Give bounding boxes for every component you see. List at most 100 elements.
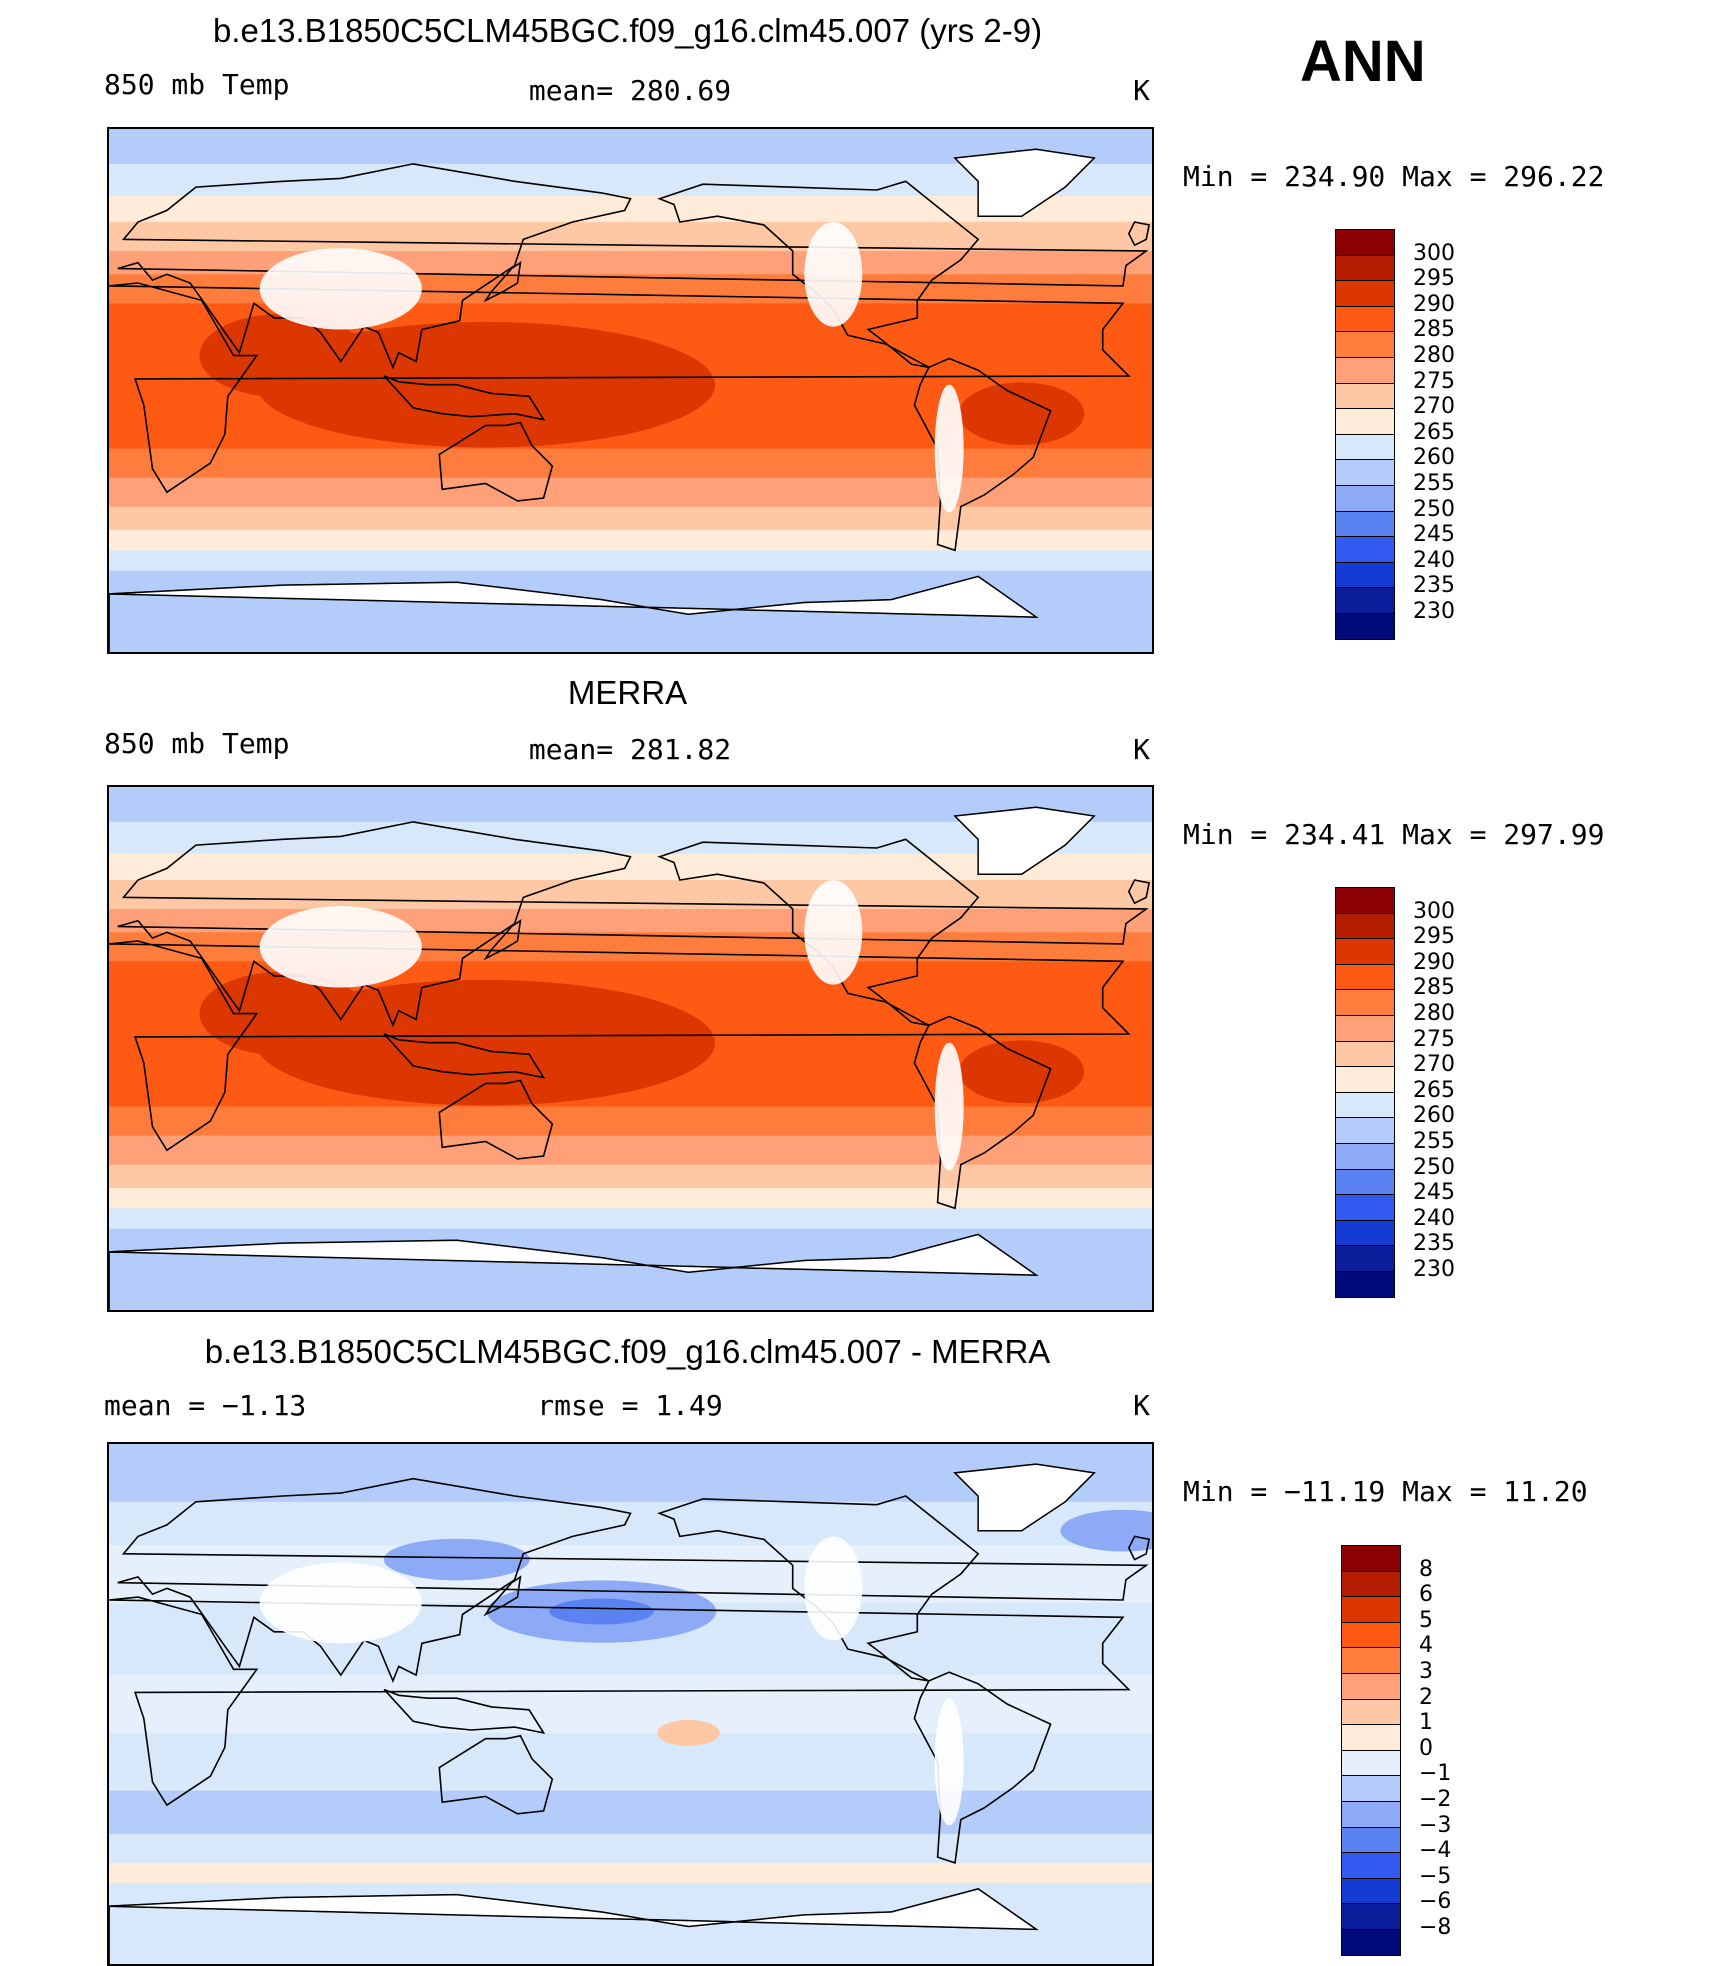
colorbar-swatch bbox=[1335, 938, 1395, 965]
panel-3-unit-label: K bbox=[1133, 1389, 1150, 1422]
colorbar-tick-label: 265 bbox=[1413, 1077, 1455, 1103]
colorbar-swatch bbox=[1341, 1647, 1401, 1674]
colorbar-tick-label: 295 bbox=[1413, 924, 1455, 950]
colorbar-swatch bbox=[1335, 1091, 1395, 1119]
colorbar-tick-label: 1 bbox=[1419, 1710, 1433, 1736]
colorbar-tick-label: 300 bbox=[1413, 898, 1455, 924]
panel-3-map-canvas bbox=[109, 1444, 1152, 1964]
colorbar-tick-label: 255 bbox=[1413, 1129, 1455, 1154]
panel-1-unit-label: K bbox=[1133, 74, 1150, 107]
colorbar-tick-label: 300 bbox=[1413, 240, 1455, 266]
panel-1-variable-label: 850 mb Temp bbox=[104, 68, 290, 101]
map-layer bbox=[109, 129, 1152, 652]
colorbar-swatch bbox=[1341, 1877, 1401, 1905]
colorbar-tick-label: 5 bbox=[1419, 1607, 1433, 1633]
panel-1-mean-label: mean= 280.69 bbox=[528, 74, 732, 107]
colorbar-swatch bbox=[1335, 613, 1395, 640]
colorbar-tick-label: 250 bbox=[1413, 496, 1455, 522]
panel-3-mean-label: mean = −1.13 bbox=[104, 1389, 307, 1422]
colorbar-swatch bbox=[1335, 1117, 1395, 1144]
colorbar-tick-label: 275 bbox=[1413, 368, 1455, 394]
colorbar-swatch bbox=[1335, 989, 1395, 1016]
colorbar-tick-label: −2 bbox=[1419, 1787, 1452, 1812]
panel-2-map bbox=[107, 785, 1154, 1312]
colorbar-swatch bbox=[1341, 1826, 1401, 1854]
colorbar-swatch bbox=[1335, 459, 1395, 486]
colorbar-swatch bbox=[1335, 510, 1395, 538]
colorbar-tick-label: 230 bbox=[1413, 1257, 1455, 1282]
colorbar-swatch bbox=[1335, 280, 1395, 307]
panel-2-mean-label: mean= 281.82 bbox=[528, 733, 732, 766]
colorbar-tick-label: −4 bbox=[1419, 1838, 1452, 1864]
panel-2-map-canvas bbox=[109, 787, 1152, 1310]
colorbar-tick-label: 250 bbox=[1413, 1154, 1455, 1180]
colorbar-swatch bbox=[1335, 382, 1395, 410]
colorbar-swatch bbox=[1335, 887, 1395, 914]
panel-2-variable-label: 850 mb Temp bbox=[104, 727, 290, 760]
colorbar-swatch bbox=[1335, 357, 1395, 384]
colorbar-swatch bbox=[1335, 912, 1395, 940]
colorbar-swatch bbox=[1341, 1621, 1401, 1649]
colorbar-tick-label: 260 bbox=[1413, 445, 1455, 471]
colorbar-tick-label: 260 bbox=[1413, 1103, 1455, 1129]
colorbar-swatch bbox=[1335, 1040, 1395, 1068]
panel-1-title: b.e13.B1850C5CLM45BGC.f09_g16.clm45.007 … bbox=[212, 12, 1043, 49]
panel-1-minmax: Min = 234.90 Max = 296.22 bbox=[1183, 160, 1605, 193]
panel-3-rmse-label: rmse = 1.49 bbox=[537, 1389, 723, 1422]
colorbar-swatch bbox=[1335, 1168, 1395, 1196]
colorbar-tick-label: −8 bbox=[1419, 1915, 1452, 1940]
colorbar-tick-label: −6 bbox=[1419, 1889, 1452, 1915]
colorbar-tick-label: 235 bbox=[1413, 1231, 1455, 1257]
panel-3-title: b.e13.B1850C5CLM45BGC.f09_g16.clm45.007 … bbox=[204, 1333, 1051, 1370]
colorbar-swatch bbox=[1335, 485, 1395, 512]
colorbar-swatch bbox=[1341, 1749, 1401, 1777]
colorbar-swatch bbox=[1335, 561, 1395, 589]
colorbar-swatch bbox=[1341, 1775, 1401, 1802]
colorbar-tick-label: 6 bbox=[1419, 1582, 1433, 1608]
colorbar-swatch bbox=[1335, 1066, 1395, 1093]
panel-1-map-canvas bbox=[109, 129, 1152, 652]
panel-2-title: MERRA bbox=[567, 674, 688, 711]
colorbar-tick-label: −3 bbox=[1419, 1812, 1452, 1838]
colorbar-tick-label: 245 bbox=[1413, 1180, 1455, 1206]
colorbar-swatch bbox=[1335, 1015, 1395, 1042]
colorbar-tick-label: 245 bbox=[1413, 522, 1455, 548]
colorbar-tick-label: −1 bbox=[1419, 1761, 1452, 1787]
panel-2-unit-label: K bbox=[1133, 733, 1150, 766]
colorbar-tick-label: 265 bbox=[1413, 419, 1455, 445]
colorbar-swatch bbox=[1341, 1698, 1401, 1726]
panel-2-minmax: Min = 234.41 Max = 297.99 bbox=[1183, 818, 1605, 851]
colorbar-swatch bbox=[1341, 1545, 1401, 1572]
colorbar-tick-label: 2 bbox=[1419, 1684, 1433, 1710]
colorbar-tick-label: 280 bbox=[1413, 1001, 1455, 1026]
colorbar-swatch bbox=[1341, 1673, 1401, 1700]
colorbar-tick-label: 295 bbox=[1413, 266, 1455, 292]
colorbar-tick-label: 270 bbox=[1413, 394, 1455, 420]
colorbar-swatch bbox=[1335, 331, 1395, 358]
colorbar-swatch bbox=[1335, 305, 1395, 333]
colorbar-swatch bbox=[1341, 1903, 1401, 1930]
map-layer bbox=[109, 787, 1152, 1310]
colorbar-swatch bbox=[1335, 254, 1395, 282]
colorbar-swatch bbox=[1335, 1194, 1395, 1221]
colorbar-tick-label: 4 bbox=[1419, 1633, 1433, 1659]
panel-3-map bbox=[107, 1442, 1154, 1966]
colorbar-swatch bbox=[1341, 1852, 1401, 1879]
colorbar-swatch bbox=[1341, 1596, 1401, 1623]
colorbar-swatch bbox=[1341, 1801, 1401, 1828]
colorbar-swatch bbox=[1335, 587, 1395, 614]
colorbar-tick-label: 240 bbox=[1413, 547, 1455, 573]
colorbar-tick-label: 290 bbox=[1413, 291, 1455, 317]
colorbar-tick-label: 285 bbox=[1413, 975, 1455, 1001]
colorbar-swatch bbox=[1335, 433, 1395, 461]
map-layer bbox=[109, 1444, 1152, 1964]
colorbar-swatch bbox=[1341, 1724, 1401, 1751]
colorbar-tick-label: −5 bbox=[1419, 1863, 1452, 1889]
colorbar-tick-label: 0 bbox=[1419, 1735, 1433, 1761]
colorbar-swatch bbox=[1341, 1570, 1401, 1598]
colorbar-swatch bbox=[1335, 1219, 1395, 1247]
colorbar-tick-label: 235 bbox=[1413, 573, 1455, 599]
colorbar-swatch bbox=[1335, 536, 1395, 563]
colorbar-tick-label: 240 bbox=[1413, 1205, 1455, 1231]
colorbar-swatch bbox=[1335, 1245, 1395, 1272]
